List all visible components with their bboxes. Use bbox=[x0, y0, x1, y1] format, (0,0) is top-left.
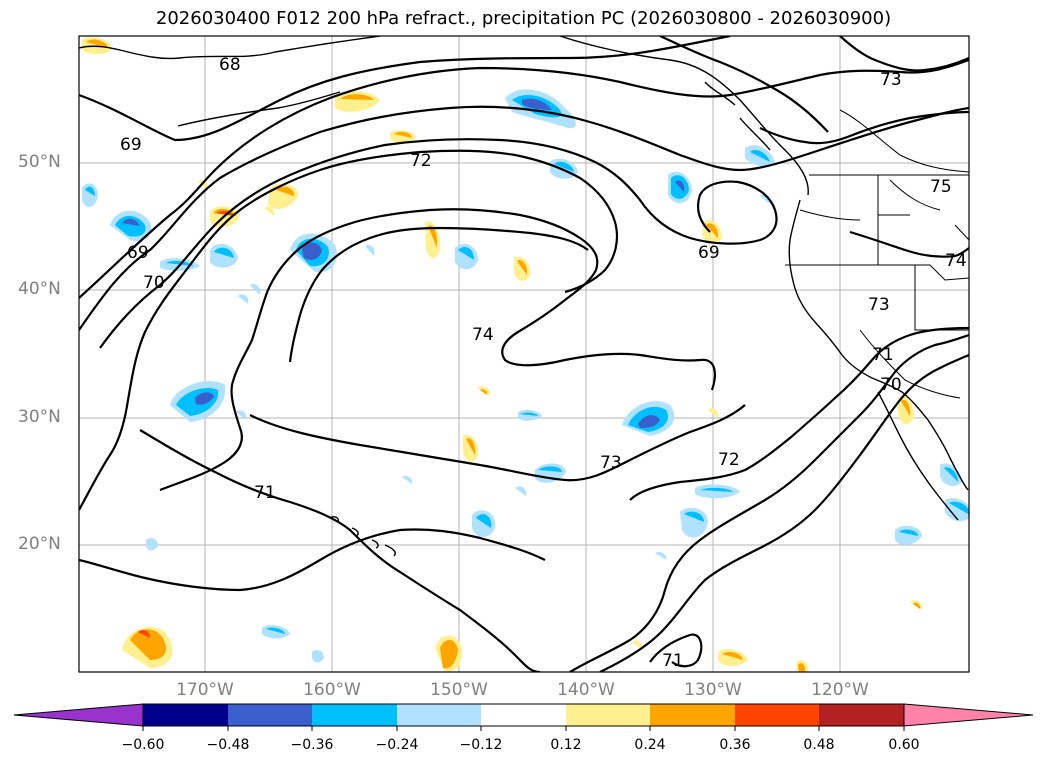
map-frame bbox=[78, 35, 970, 673]
gridlines bbox=[79, 36, 969, 672]
colorbar-tick-label: 0.24 bbox=[634, 737, 666, 753]
contour-label: 71 bbox=[254, 483, 276, 503]
lat-label: 50°N bbox=[18, 152, 61, 172]
contour-label: 68 bbox=[219, 55, 241, 75]
contour-label: 74 bbox=[472, 325, 494, 345]
lon-label: 120°W bbox=[811, 680, 869, 700]
colorbar-tick-label: 0.48 bbox=[803, 737, 835, 753]
colorbar-tick-label: 0.36 bbox=[719, 737, 751, 753]
contour-label: 74 bbox=[945, 251, 967, 271]
contour-label: 70 bbox=[143, 273, 165, 293]
lon-label: 160°W bbox=[303, 680, 361, 700]
isolines bbox=[79, 36, 969, 672]
contour-label: 69 bbox=[698, 243, 720, 263]
contour-label: 71 bbox=[662, 651, 684, 671]
contour-label: 73 bbox=[868, 295, 890, 315]
lon-label: 170°W bbox=[176, 680, 234, 700]
chart-title: 2026030400 F012 200 hPa refract., precip… bbox=[155, 8, 892, 29]
colorbar-tick-label: −0.12 bbox=[459, 737, 503, 753]
colorbar-tick-label: −0.48 bbox=[206, 737, 250, 753]
colorbar-tick-label: −0.60 bbox=[121, 737, 165, 753]
lon-label: 140°W bbox=[557, 680, 615, 700]
contour-label: 70 bbox=[880, 375, 902, 395]
lat-label: 40°N bbox=[18, 279, 61, 299]
lon-label: 150°W bbox=[430, 680, 488, 700]
colorbar-tick-label: −0.36 bbox=[290, 737, 334, 753]
lon-label: 130°W bbox=[684, 680, 742, 700]
contour-label: 73 bbox=[880, 70, 902, 90]
colorbar-tick-label: 0.12 bbox=[550, 737, 582, 753]
contour-labels: 68 69 69 69 70 70 71 71 71 72 72 73 73 7… bbox=[120, 55, 967, 671]
precip-shading bbox=[82, 37, 969, 672]
contour-label: 72 bbox=[718, 450, 740, 470]
contour-label: 73 bbox=[600, 453, 622, 473]
colorbar-min-extend bbox=[13, 703, 144, 727]
contour-label: 72 bbox=[410, 151, 432, 171]
boundaries bbox=[785, 109, 969, 399]
lat-label: 30°N bbox=[18, 407, 61, 427]
colorbar-tick-label: 0.60 bbox=[888, 737, 920, 753]
colorbar-tick-label: −0.24 bbox=[375, 737, 419, 753]
contour-label: 69 bbox=[120, 135, 142, 155]
contour-label: 69 bbox=[127, 243, 149, 263]
contour-label: 71 bbox=[872, 345, 894, 365]
lat-label: 20°N bbox=[18, 534, 61, 554]
precip-positive bbox=[82, 37, 923, 672]
contour-label: 75 bbox=[930, 177, 952, 197]
colorbar bbox=[13, 703, 1034, 731]
colorbar-max-extend bbox=[903, 703, 1034, 727]
precip-negative bbox=[82, 89, 969, 663]
